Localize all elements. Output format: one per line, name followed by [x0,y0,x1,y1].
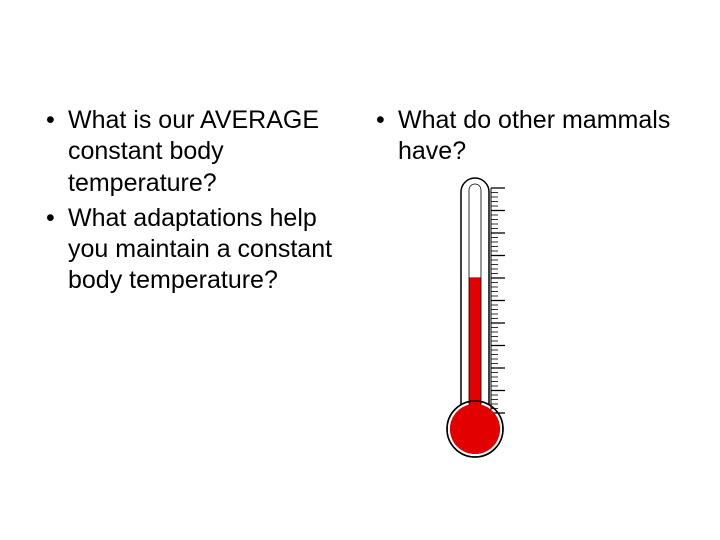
right-column: What do other mammals have? [360,105,680,500]
left-bullet-list: What is our AVERAGE constant body temper… [40,105,350,297]
list-item: What adaptations help you maintain a con… [40,203,350,297]
thermometer-icon [430,170,520,460]
left-column: What is our AVERAGE constant body temper… [40,105,360,500]
list-item: What do other mammals have? [370,105,680,168]
list-item: What is our AVERAGE constant body temper… [40,105,350,199]
slide: What is our AVERAGE constant body temper… [0,0,720,540]
right-bullet-list: What do other mammals have? [370,105,680,168]
